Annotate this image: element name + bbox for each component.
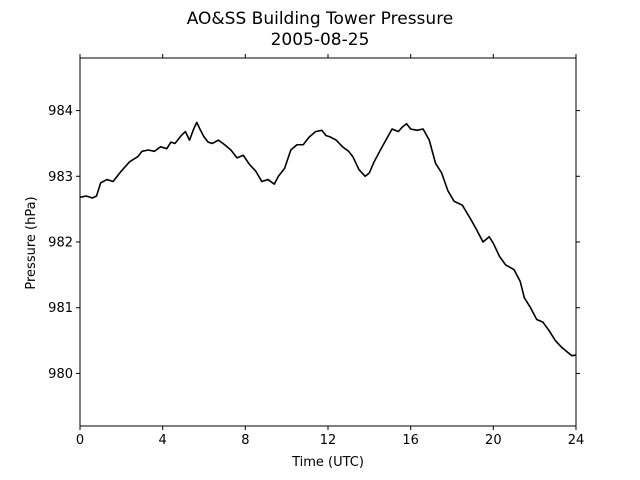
y-tick-label: 984 — [48, 104, 73, 119]
pressure-series-line — [79, 121, 577, 357]
x-tick-label: 24 — [568, 433, 585, 448]
x-tick-label: 0 — [76, 433, 84, 448]
x-axis-ticks: 0 4 8 12 16 20 24 — [76, 54, 584, 448]
x-tick-label: 12 — [320, 433, 337, 448]
chart-subtitle: 2005-08-25 — [271, 30, 370, 50]
y-tick-label: 983 — [48, 170, 73, 185]
x-tick-label: 20 — [485, 433, 502, 448]
x-tick-label: 16 — [402, 433, 419, 448]
y-tick-label: 980 — [48, 367, 73, 382]
y-axis-label: Pressure (hPa) — [24, 196, 39, 289]
x-tick-label: 4 — [159, 433, 167, 448]
x-axis-label: Time (UTC) — [291, 455, 364, 470]
y-axis-ticks: 980 981 982 983 984 — [48, 104, 580, 382]
chart-title: AO&SS Building Tower Pressure — [187, 9, 454, 29]
plot-frame — [79, 57, 577, 427]
y-tick-label: 982 — [48, 236, 73, 251]
y-tick-label: 981 — [48, 301, 73, 316]
x-tick-label: 8 — [241, 433, 249, 448]
